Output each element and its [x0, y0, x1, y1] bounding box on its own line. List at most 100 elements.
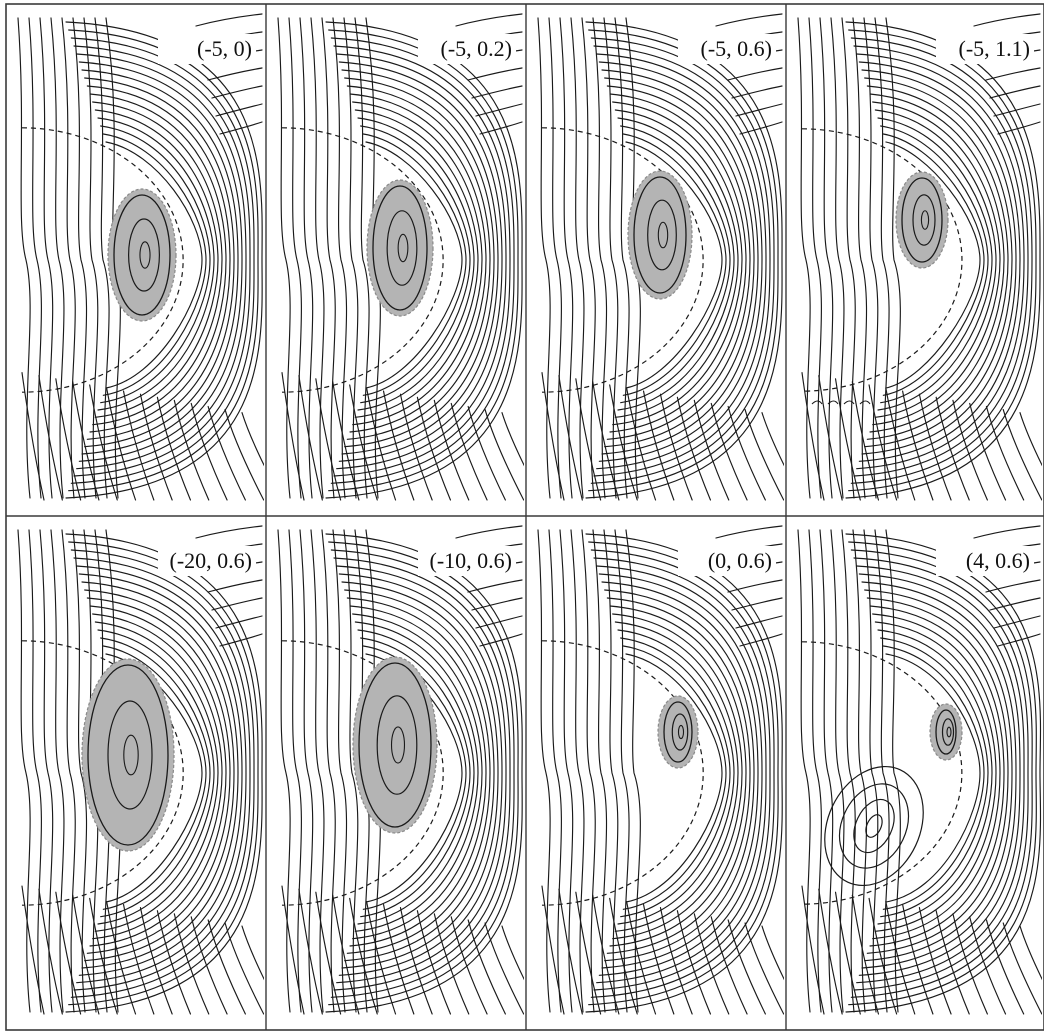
- streamline: [156, 910, 192, 1015]
- streamline: [858, 573, 1021, 976]
- streamline: [710, 916, 748, 1015]
- streamline: [288, 529, 302, 1013]
- streamline: [467, 579, 523, 593]
- panel-label-backdrop: [418, 34, 516, 64]
- vortex-streamline: [946, 726, 952, 738]
- streamline: [344, 589, 495, 962]
- streamline: [94, 17, 110, 499]
- streamline: [277, 529, 291, 1013]
- vortex-streamline: [397, 233, 409, 263]
- streamline: [614, 621, 739, 932]
- streamline: [288, 17, 302, 499]
- streamline: [739, 633, 783, 647]
- streamline: [61, 529, 76, 1013]
- streamline: [841, 17, 856, 499]
- streamline: [853, 45, 1029, 477]
- streamline: [834, 378, 861, 501]
- streamline: [86, 85, 231, 440]
- streamline: [626, 900, 657, 1015]
- panel-label: (-20, 0.6): [170, 548, 252, 573]
- streamline: [830, 529, 845, 1013]
- streamline: [97, 629, 215, 925]
- streamline: [601, 69, 759, 455]
- streamline: [693, 913, 730, 1015]
- streamline: [625, 141, 723, 389]
- streamline: [299, 17, 314, 499]
- streamline: [321, 529, 336, 1013]
- vortex-region: [81, 658, 175, 852]
- streamline: [1019, 925, 1042, 981]
- streamline: [918, 393, 952, 501]
- streamline: [341, 69, 499, 455]
- streamline: [281, 885, 305, 1015]
- vortex-streamline: [128, 218, 161, 292]
- streamline: [604, 77, 755, 448]
- vortex-region: [107, 188, 177, 322]
- streamline: [73, 45, 251, 477]
- streamline: [72, 894, 100, 1015]
- streamline: [467, 67, 523, 81]
- streamline: [357, 117, 475, 411]
- streamline: [989, 85, 1041, 99]
- streamline: [885, 900, 916, 1015]
- streamline: [39, 529, 54, 1013]
- streamline: [559, 17, 574, 499]
- streamline: [985, 579, 1041, 593]
- streamline: [850, 549, 1033, 998]
- streamline: [918, 907, 952, 1015]
- streamline: [845, 533, 1042, 1013]
- streamline: [122, 390, 155, 501]
- vortex-streamline: [633, 176, 687, 294]
- vortex: [929, 703, 963, 761]
- streamline: [882, 645, 985, 910]
- streamline: [997, 121, 1041, 135]
- streamline: [1002, 408, 1042, 501]
- vortex-streamline: [677, 724, 685, 740]
- streamline: [399, 907, 433, 1015]
- streamline: [622, 133, 727, 396]
- streamline: [55, 378, 82, 501]
- streamline: [834, 891, 861, 1015]
- streamline-fragment: [859, 400, 871, 405]
- streamline: [332, 381, 360, 501]
- streamline: [622, 645, 727, 910]
- streamline: [715, 525, 783, 539]
- streamline: [581, 529, 596, 1013]
- streamline: [357, 629, 475, 925]
- streamline: [343, 17, 359, 499]
- streamline: [455, 525, 523, 539]
- streamline: [797, 17, 811, 499]
- streamline: [94, 109, 219, 418]
- streamline: [676, 396, 712, 501]
- streamline: [537, 17, 551, 499]
- panel-3: [537, 13, 784, 501]
- streamline: [332, 17, 348, 499]
- vortex-streamline: [113, 194, 171, 316]
- streamline: [224, 922, 264, 1015]
- streamline: [866, 85, 1009, 440]
- vortex-region: [929, 703, 963, 761]
- streamline: [382, 390, 415, 501]
- streamline: [845, 21, 1041, 499]
- streamline: [330, 37, 515, 484]
- panel-label: (-5, 0): [197, 36, 252, 61]
- streamline: [68, 541, 259, 1006]
- streamline: [315, 378, 342, 501]
- streamline: [590, 549, 775, 998]
- streamline: [882, 133, 985, 396]
- streamline: [869, 93, 1005, 433]
- streamline: [277, 17, 291, 499]
- panel-label: (-5, 0.2): [441, 36, 512, 61]
- streamline: [39, 17, 54, 499]
- streamline: [993, 103, 1041, 117]
- streamline: [81, 69, 239, 455]
- streamline: [207, 67, 263, 81]
- streamline: [885, 529, 901, 1013]
- streamline: [585, 21, 783, 499]
- streamline: [761, 412, 784, 467]
- streamline: [592, 894, 620, 1015]
- boundary-dashed-arc: [801, 128, 963, 392]
- streamline: [72, 17, 88, 499]
- streamline: [315, 891, 342, 1015]
- streamline: [997, 633, 1041, 647]
